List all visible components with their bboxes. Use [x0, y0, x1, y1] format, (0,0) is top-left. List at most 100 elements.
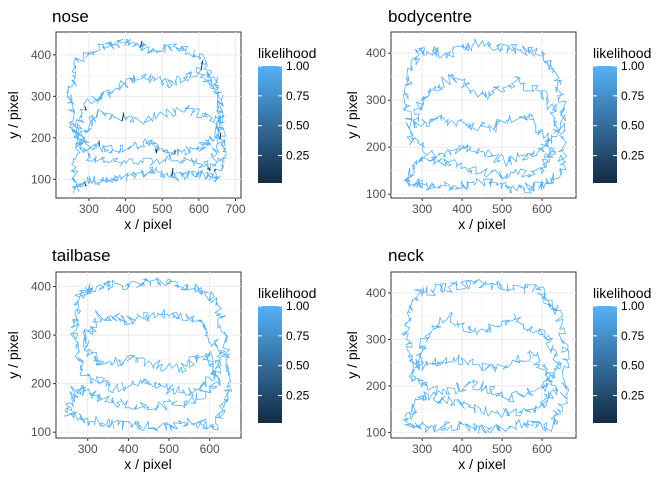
legend-tick-label: 1.00 [286, 59, 310, 73]
low-likelihood-segment [84, 182, 87, 187]
y-ticks: 100 200 300 400 [366, 46, 391, 201]
y-tick-label: 200 [366, 140, 386, 154]
x-axis-label: x / pixel [458, 456, 505, 472]
low-likelihood-segment [140, 40, 143, 48]
legend-tick-label: 1.00 [621, 59, 645, 73]
legend-title: likelihood [258, 285, 316, 301]
low-likelihood-segment [171, 168, 174, 177]
colorbar [258, 306, 282, 423]
legend-title: likelihood [593, 285, 651, 301]
x-tick-label: 600 [189, 202, 209, 216]
y-tick-label: 200 [31, 377, 51, 391]
legend-ticks: 1.00 0.75 0.50 0.25 [593, 299, 645, 403]
trajectory-line [401, 278, 570, 434]
legend-title: likelihood [593, 45, 651, 61]
low-likelihood-segment [219, 132, 222, 139]
trajectory [401, 278, 570, 434]
x-tick-label: 600 [200, 442, 220, 456]
low-likelihood-segment [213, 168, 216, 172]
y-tick-label: 300 [31, 89, 51, 103]
x-ticks: 300 400 500 600 [412, 438, 552, 456]
legend: likelihood 1.00 0.75 0.50 0.25 [258, 285, 316, 423]
x-tick-label: 700 [225, 202, 245, 216]
legend-tick-label: 0.25 [621, 389, 645, 403]
panel-bodycentre: bodycentre 300 400 500 600 100 200 300 400 x /… [344, 7, 651, 232]
x-tick-label: 400 [116, 202, 136, 216]
x-tick-label: 400 [452, 202, 472, 216]
x-tick-label: 500 [492, 442, 512, 456]
y-tick-label: 100 [366, 425, 386, 439]
legend-tick-label: 0.25 [286, 389, 310, 403]
panel-title: neck [388, 246, 424, 265]
legend-tick-label: 0.50 [621, 119, 645, 133]
x-tick-label: 500 [159, 442, 179, 456]
x-axis-label: x / pixel [124, 456, 171, 472]
low-likelihood-segment [208, 167, 211, 171]
panel-tailbase: tailbase 300 400 500 600 100 200 300 400 x / p… [5, 246, 316, 472]
y-tick-label: 400 [31, 280, 51, 294]
y-ticks: 100 200 300 400 [31, 48, 56, 186]
y-tick-label: 200 [31, 131, 51, 145]
x-axis-label: x / pixel [458, 216, 505, 232]
legend-title: likelihood [258, 45, 316, 61]
legend-tick-label: 0.75 [621, 329, 645, 343]
trajectory [66, 38, 227, 194]
legend-tick-label: 0.50 [621, 359, 645, 373]
y-axis-label: y / pixel [344, 91, 360, 138]
low-likelihood-segment [84, 106, 87, 111]
panel-title: tailbase [52, 246, 111, 265]
gridlines [56, 32, 241, 198]
x-tick-label: 300 [412, 202, 432, 216]
colorbar [593, 66, 617, 183]
x-ticks: 300 400 500 600 [78, 438, 220, 456]
low-likelihood-segment [121, 112, 125, 122]
legend-ticks: 1.00 0.75 0.50 0.25 [258, 299, 310, 403]
y-ticks: 100 200 300 400 [31, 280, 56, 439]
x-tick-label: 300 [78, 442, 98, 456]
x-tick-label: 600 [532, 202, 552, 216]
y-tick-label: 100 [31, 172, 51, 186]
y-tick-label: 300 [366, 93, 386, 107]
x-tick-label: 400 [452, 442, 472, 456]
trajectory [64, 277, 233, 432]
trajectory-line [66, 38, 227, 194]
y-tick-label: 400 [366, 46, 386, 60]
legend: likelihood 1.00 0.75 0.50 0.25 [258, 45, 316, 183]
panel-nose: nose 300 400 500 600 700 100 200 300 400 x / pi… [5, 7, 316, 232]
y-axis-label: y / pixel [5, 331, 21, 378]
y-axis-label: y / pixel [5, 91, 21, 138]
panel-title: nose [52, 7, 89, 26]
panel-title: bodycentre [388, 7, 472, 26]
x-tick-label: 500 [152, 202, 172, 216]
y-tick-label: 300 [31, 328, 51, 342]
legend-tick-label: 0.75 [286, 329, 310, 343]
legend-tick-label: 0.75 [286, 89, 310, 103]
x-tick-label: 500 [492, 202, 512, 216]
legend: likelihood 1.00 0.75 0.50 0.25 [593, 285, 651, 423]
y-tick-label: 200 [366, 379, 386, 393]
trajectory [403, 38, 568, 194]
trajectory-line [64, 277, 233, 432]
colorbar [258, 66, 282, 183]
x-tick-label: 600 [532, 442, 552, 456]
x-ticks: 300 400 500 600 700 [79, 198, 246, 216]
y-axis-label: y / pixel [344, 331, 360, 378]
legend-tick-label: 1.00 [286, 299, 310, 313]
y-tick-label: 400 [366, 286, 386, 300]
legend-tick-label: 1.00 [621, 299, 645, 313]
legend-tick-label: 0.50 [286, 359, 310, 373]
legend-tick-label: 0.75 [621, 89, 645, 103]
y-tick-label: 100 [31, 425, 51, 439]
x-tick-label: 300 [412, 442, 432, 456]
trajectory-line [403, 38, 568, 194]
legend: likelihood 1.00 0.75 0.50 0.25 [593, 45, 651, 183]
y-tick-label: 300 [366, 332, 386, 346]
legend-ticks: 1.00 0.75 0.50 0.25 [258, 59, 310, 163]
legend-tick-label: 0.50 [286, 119, 310, 133]
y-tick-label: 400 [31, 48, 51, 62]
x-tick-label: 300 [79, 202, 99, 216]
x-tick-label: 400 [118, 442, 138, 456]
legend-ticks: 1.00 0.75 0.50 0.25 [593, 59, 645, 163]
x-ticks: 300 400 500 600 [412, 198, 552, 216]
